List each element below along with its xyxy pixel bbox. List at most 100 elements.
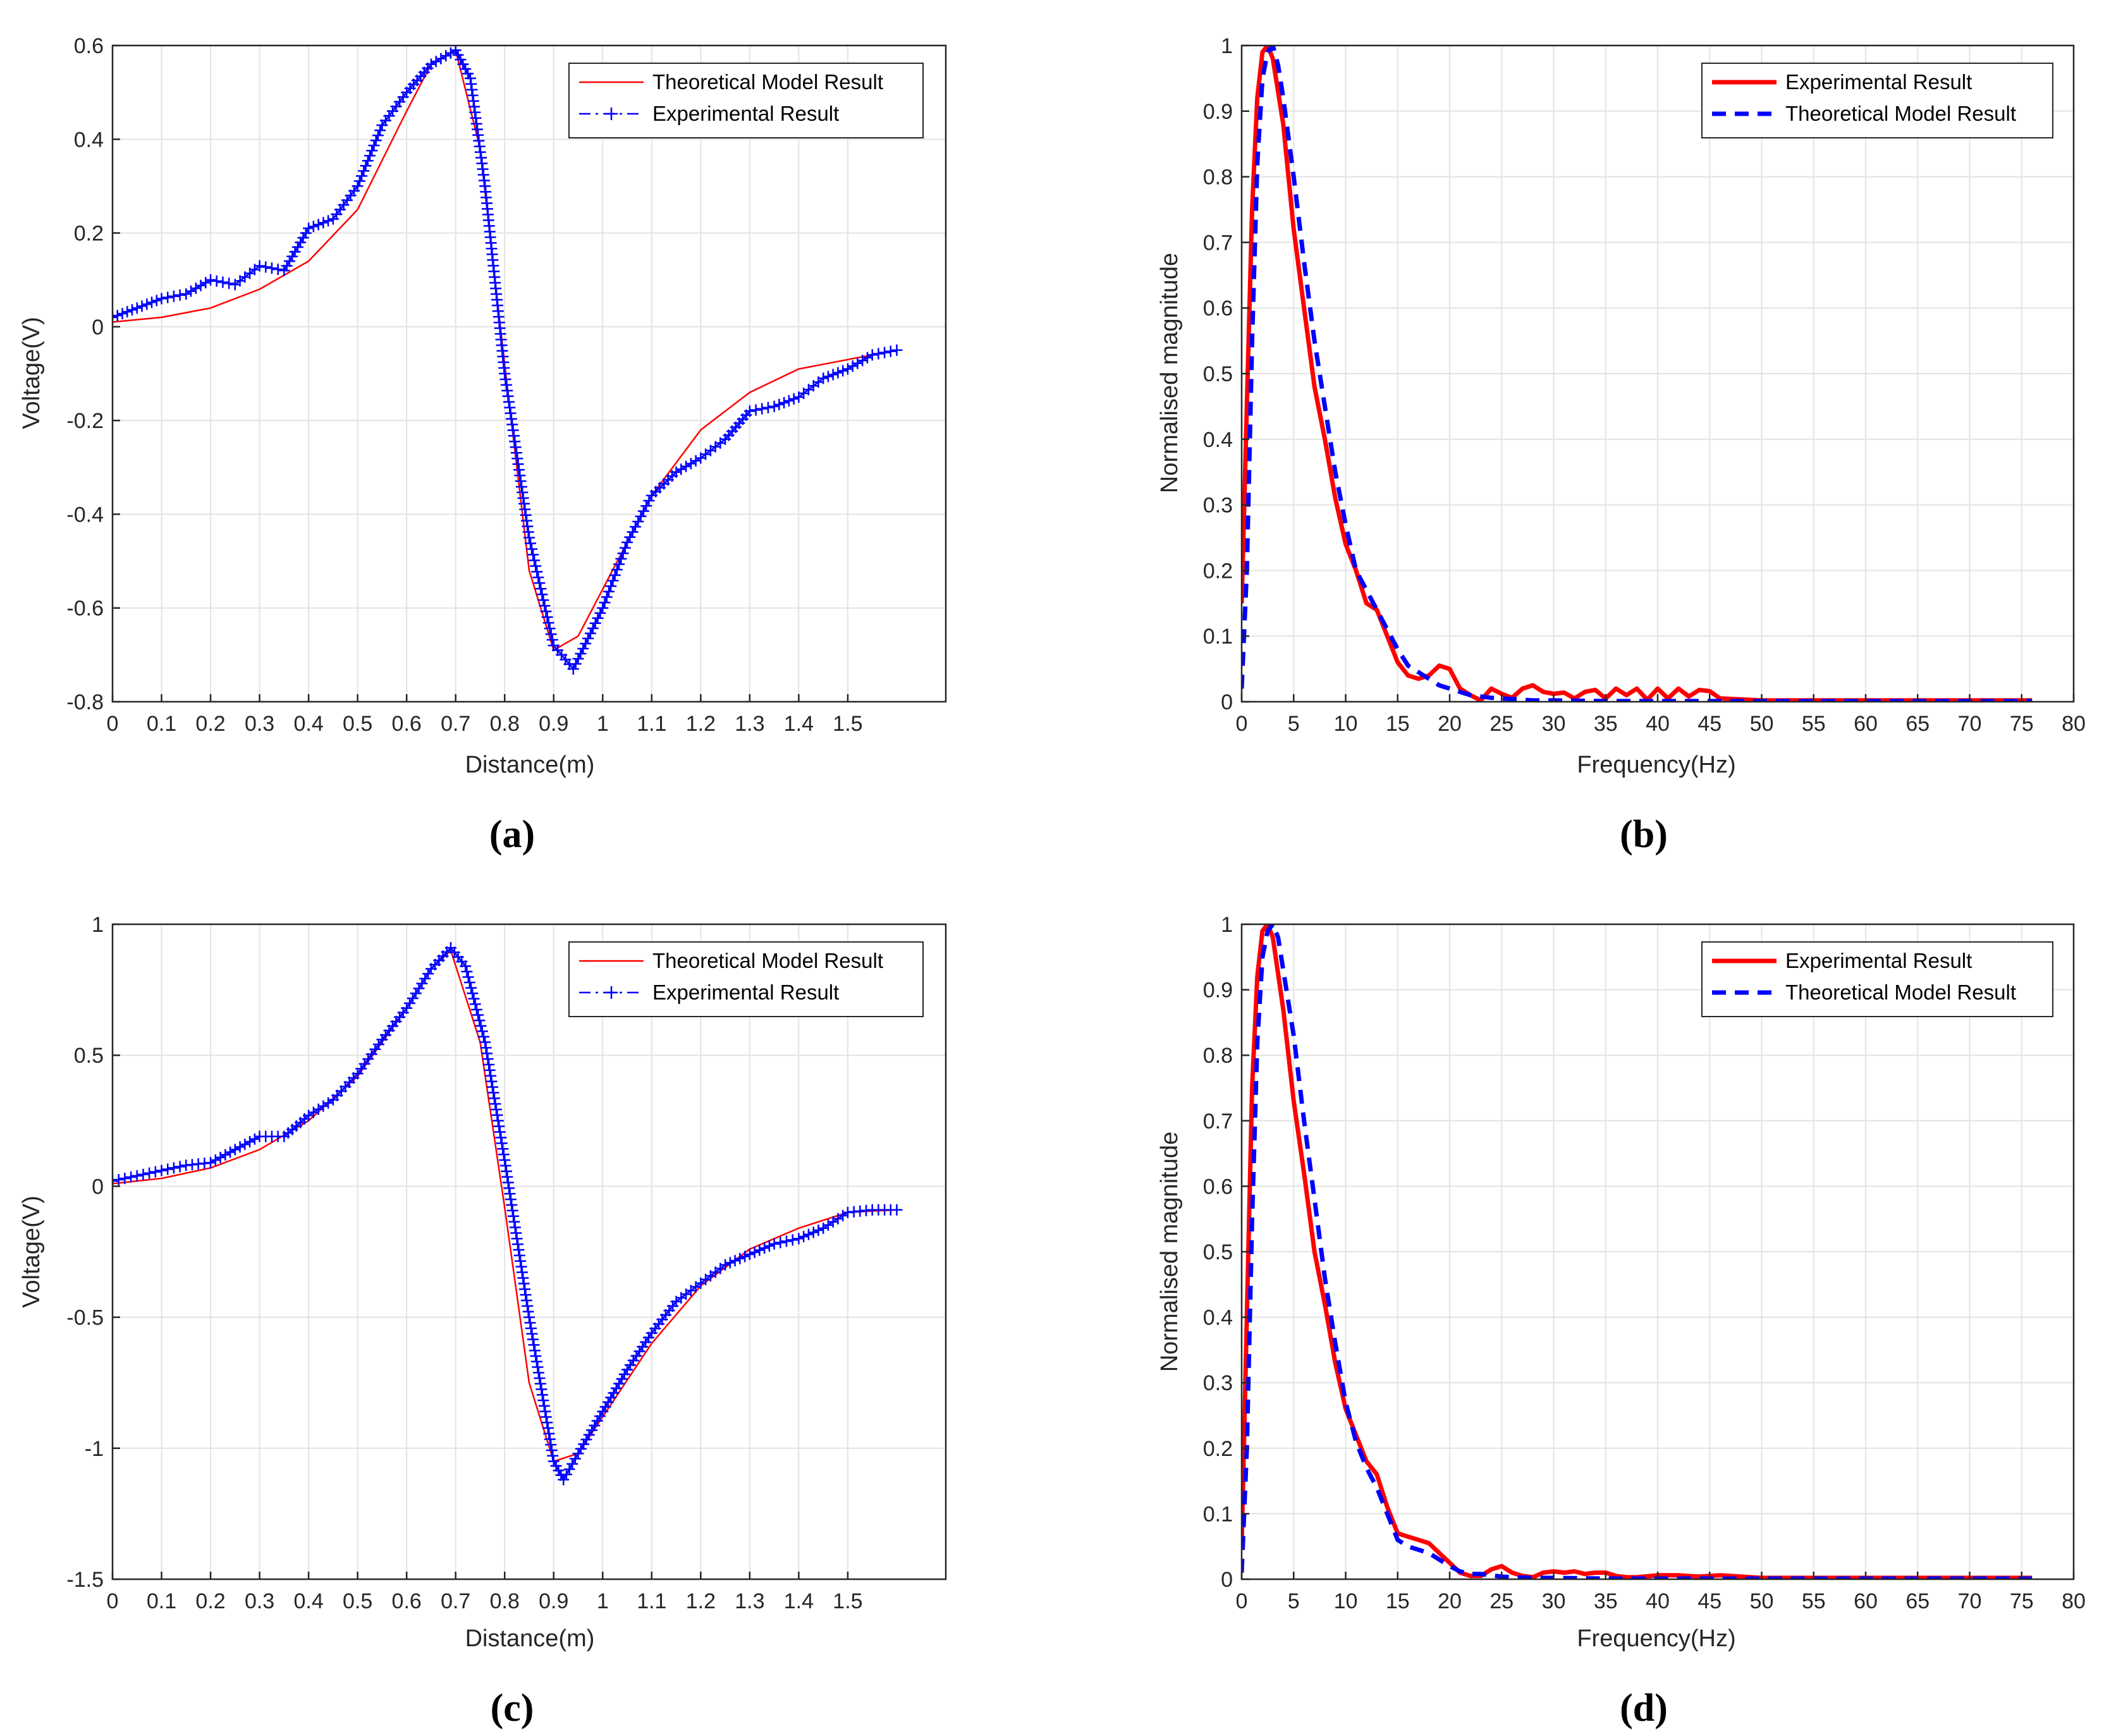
x-tick-label: 45: [1697, 712, 1722, 736]
x-tick-label: 0.7: [441, 712, 470, 736]
series-experimental-result: [113, 942, 903, 1486]
legend-marker: [605, 107, 618, 120]
x-tick-label: 1.4: [784, 1589, 814, 1613]
series-theoretical-model-result: [1242, 46, 2033, 702]
x-tick-label: 35: [1594, 1589, 1618, 1613]
x-tick-label: 0.4: [293, 1589, 323, 1613]
plot-area: [113, 46, 946, 702]
y-tick-label: 0.7: [1203, 231, 1233, 255]
x-tick-label: 0.6: [392, 1589, 422, 1613]
y-tick-label: 0.2: [1203, 1437, 1233, 1461]
x-tick-label: 0.3: [245, 712, 274, 736]
x-tick-label: 0.9: [539, 1589, 568, 1613]
x-tick-label: 30: [1542, 1589, 1566, 1613]
x-tick-label: 0.3: [245, 1589, 274, 1613]
y-tick-label: 0.5: [1203, 1240, 1233, 1264]
x-tick-label: 80: [2062, 712, 2086, 736]
x-tick-label: 0: [107, 1589, 119, 1613]
x-tick-label: 10: [1334, 1589, 1358, 1613]
y-tick-label: 0: [92, 315, 104, 339]
y-tick-label: 0: [1221, 1568, 1233, 1592]
x-tick-label: 80: [2062, 1589, 2086, 1613]
x-tick-label: 1.2: [686, 1589, 716, 1613]
series-markers: [113, 942, 903, 1486]
legend-box: [568, 941, 924, 1017]
series-markers: [113, 46, 903, 675]
series-line: [1242, 924, 2033, 1579]
x-tick-label: 0.8: [490, 712, 520, 736]
x-tick-label: 75: [2010, 1589, 2034, 1613]
y-tick-label: 0.7: [1203, 1109, 1233, 1134]
y-axis-label: Normalised magnitude: [1156, 1132, 1183, 1372]
y-axis-label: Voltage(V): [18, 1195, 45, 1307]
legend-entry: Experimental Result: [652, 102, 839, 125]
x-tick-label: 0.6: [392, 712, 422, 736]
series-experimental-result: [113, 46, 903, 675]
y-tick-label: 0.9: [1203, 100, 1233, 124]
legend-entry: Experimental Result: [652, 981, 839, 1004]
x-tick-label: 55: [1802, 712, 1826, 736]
x-tick-label: 0.5: [343, 1589, 372, 1613]
y-tick-label: 0.4: [1203, 428, 1233, 452]
x-tick-label: 65: [1905, 712, 1930, 736]
y-tick-label: -1: [85, 1437, 104, 1461]
y-tick-label: 1: [1221, 34, 1233, 58]
chart-d: 0 5 10 15 20 25 30 35 40 45 50 55 60 65 70 75 80 1 0.9 0.8 0…: [1156, 913, 2086, 1730]
y-tick-label: 1: [1221, 913, 1233, 937]
x-tick-label: 25: [1489, 1589, 1514, 1613]
x-tick-label: 1.4: [784, 712, 814, 736]
x-tick-label: 0: [1236, 1589, 1248, 1613]
x-tick-label: 0.1: [147, 1589, 176, 1613]
x-axis-label: Frequency(Hz): [1577, 752, 1735, 778]
x-tick-label: 60: [1854, 712, 1878, 736]
x-tick-label: 15: [1386, 712, 1410, 736]
legend-entry: Theoretical Model Result: [652, 949, 883, 972]
y-tick-label: -0.2: [66, 409, 104, 433]
x-tick-label: 65: [1905, 1589, 1930, 1613]
x-tick-label: 45: [1697, 1589, 1722, 1613]
plot-area: [113, 924, 946, 1579]
series-theoretical-model-result: [1242, 924, 2033, 1579]
y-tick-label: 0.6: [1203, 296, 1233, 321]
series-experimental-result: [1242, 46, 2033, 702]
panel-label: (a): [489, 813, 535, 856]
chart-c: 0 0.1 0.2 0.3 0.4 0.5 0.6 0.7 0.8 0.9 1 1.1 1.2 1.3 1.…: [18, 913, 947, 1730]
legend-box: [1701, 63, 2053, 138]
y-tick-label: 1: [92, 913, 104, 937]
y-tick-label: -0.5: [66, 1306, 104, 1330]
axes-box: [111, 923, 947, 1580]
legend-entry: Experimental Result: [1785, 949, 1972, 972]
x-axis-label: Distance(m): [465, 752, 595, 778]
x-tick-label: 25: [1489, 712, 1514, 736]
legend: Experimental Result Theoretical Model Res…: [1701, 941, 2053, 1017]
y-tick-label: 0: [92, 1175, 104, 1199]
panel-label: (d): [1620, 1687, 1668, 1730]
x-tick-label: 0.2: [195, 712, 225, 736]
x-tick-label: 60: [1854, 1589, 1878, 1613]
x-tick-label: 75: [2010, 712, 2034, 736]
x-tick-label: 20: [1438, 1589, 1462, 1613]
x-tick-label: 1.5: [833, 1589, 862, 1613]
y-tick-label: 0.3: [1203, 494, 1233, 518]
x-tick-label: 55: [1802, 1589, 1826, 1613]
legend: Theoretical Model Result Experimental Res…: [568, 941, 924, 1017]
series-line: [1242, 46, 2033, 702]
panel-label: (c): [491, 1687, 534, 1730]
x-tick-label: 35: [1594, 712, 1618, 736]
y-axis-label: Voltage(V): [18, 317, 45, 429]
legend-entry: Theoretical Model Result: [1785, 981, 2016, 1004]
series-line: [1242, 46, 2033, 702]
legend: Theoretical Model Result Experimental Res…: [568, 63, 924, 138]
x-tick-label: 0.2: [195, 1589, 225, 1613]
y-tick-label: 0.8: [1203, 166, 1233, 190]
x-tick-label: 1.1: [637, 1589, 666, 1613]
x-tick-label: 50: [1750, 1589, 1774, 1613]
x-tick-label: 5: [1288, 712, 1300, 736]
y-tick-label: 0: [1221, 690, 1233, 714]
y-tick-label: -0.6: [66, 597, 104, 621]
x-tick-label: 1: [597, 1589, 609, 1613]
y-tick-label: 0.1: [1203, 625, 1233, 649]
x-tick-label: 1: [597, 712, 609, 736]
y-tick-label: 0.5: [74, 1044, 104, 1068]
x-tick-label: 0: [1236, 712, 1248, 736]
